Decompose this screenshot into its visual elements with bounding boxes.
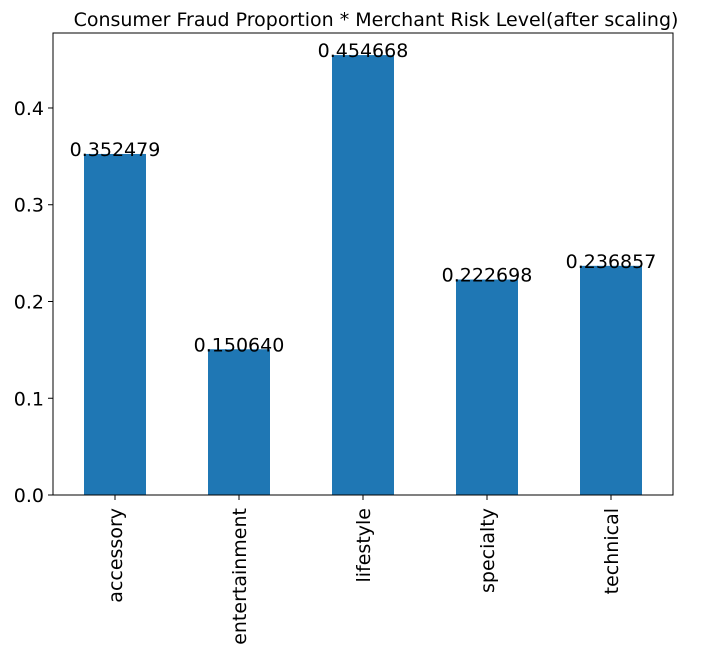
axes-layer: accessory entertainment lifestyle specialty… [14, 32, 674, 645]
plot-frame [52, 32, 674, 496]
data-label-lifestyle: 0.454668 [318, 40, 409, 62]
x-tick-label-specialty: specialty [477, 508, 499, 593]
x-tick-label-lifestyle: lifestyle [353, 508, 375, 583]
bar-technical [580, 265, 642, 495]
data-label-specialty: 0.222698 [442, 265, 533, 287]
chart-title: Consumer Fraud Proportion * Merchant Ris… [74, 9, 679, 31]
bars-layer [84, 55, 642, 496]
labels-layer: 0.352479 0.150640 0.454668 0.222698 0.236857 [70, 40, 657, 356]
y-tick-label-2: 0.2 [14, 291, 44, 313]
y-tick-label-1: 0.1 [14, 388, 44, 410]
y-tick-label-0: 0.0 [14, 485, 44, 507]
x-tick-label-accessory: accessory [105, 508, 127, 603]
bar-lifestyle [332, 55, 394, 496]
x-tick-label-entertainment: entertainment [229, 508, 251, 645]
data-label-technical: 0.236857 [566, 251, 657, 273]
data-label-accessory: 0.352479 [70, 139, 161, 161]
data-label-entertainment: 0.150640 [194, 334, 285, 356]
bar-accessory [84, 153, 146, 495]
y-tick-label-4: 0.4 [14, 98, 44, 120]
y-tick-label-3: 0.3 [14, 195, 44, 217]
bar-specialty [456, 279, 518, 495]
bar-entertainment [208, 349, 270, 495]
x-tick-label-technical: technical [601, 508, 623, 594]
